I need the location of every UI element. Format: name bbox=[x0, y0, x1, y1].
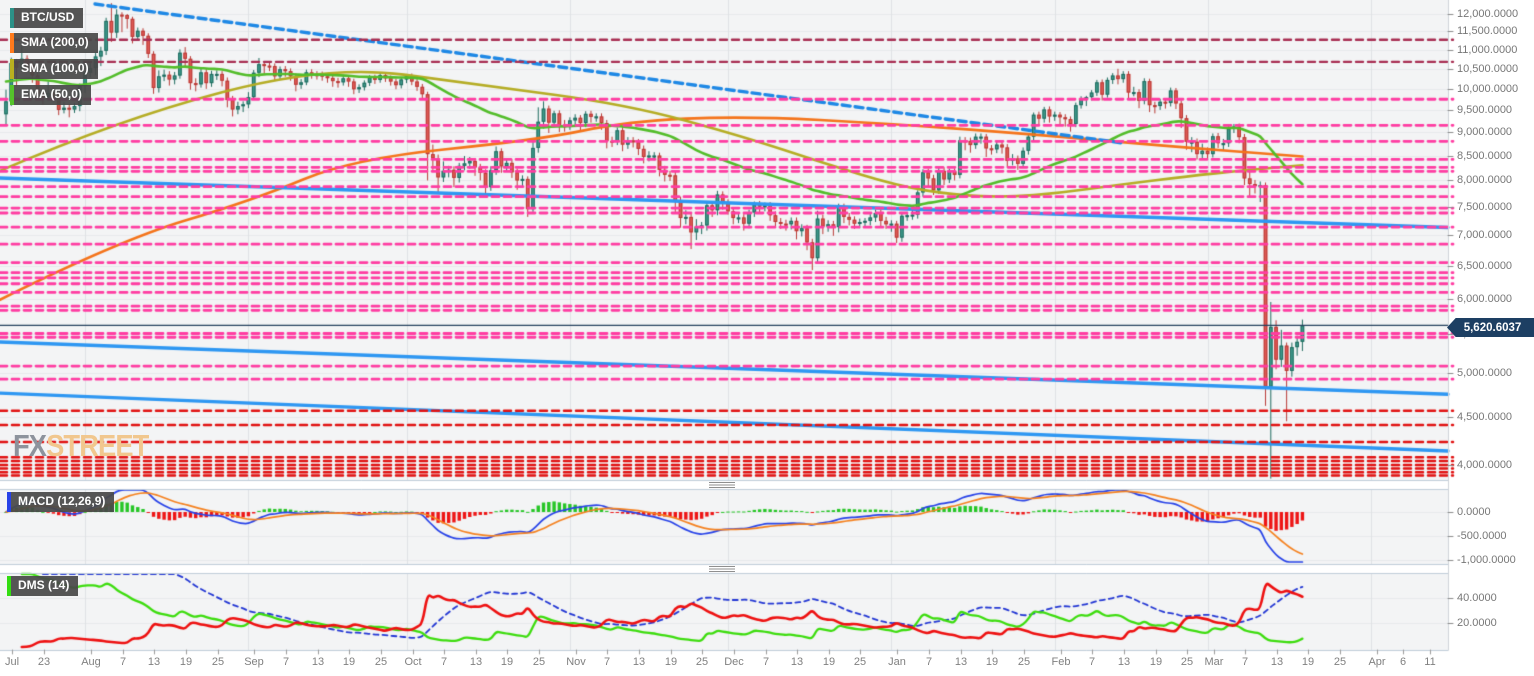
x-axis-tick-label: 25 bbox=[1017, 656, 1031, 668]
x-axis-tick-label: 13 bbox=[469, 656, 483, 668]
x-axis-tick-label: 25 bbox=[1333, 656, 1347, 668]
x-axis-tick-label: 7 bbox=[282, 656, 290, 668]
symbol-badge[interactable]: BTC/USD bbox=[10, 8, 84, 28]
x-axis-tick-label: 25 bbox=[1180, 656, 1194, 668]
x-axis-tick-label: 19 bbox=[985, 656, 999, 668]
x-axis-tick-label: 13 bbox=[632, 656, 646, 668]
x-axis-tick-label: 7 bbox=[762, 656, 770, 668]
x-axis-tick-label: 25 bbox=[532, 656, 546, 668]
dms-axis-tick-label: 40.0000 bbox=[1457, 592, 1497, 604]
x-axis-tick-label: 19 bbox=[179, 656, 193, 668]
x-axis-tick-label: 7 bbox=[1241, 656, 1249, 668]
macd-axis-tick-label: 0.0000 bbox=[1457, 506, 1491, 518]
x-axis-tick-label: 25 bbox=[211, 656, 225, 668]
panel-resize-handle-macd[interactable] bbox=[709, 482, 735, 488]
x-axis-tick-label: Nov bbox=[566, 656, 586, 668]
x-axis-tick-label: 19 bbox=[1301, 656, 1315, 668]
x-axis-tick-label: 13 bbox=[311, 656, 325, 668]
dms-axis-tick-label: 20.0000 bbox=[1457, 617, 1497, 629]
watermark-fx: FX bbox=[13, 428, 47, 463]
x-axis-tick-label: 19 bbox=[342, 656, 356, 668]
x-axis-tick-label: Jan bbox=[888, 656, 906, 668]
price-axis-tick-label: 4,000.0000 bbox=[1457, 459, 1513, 471]
x-axis-tick-label: 19 bbox=[664, 656, 678, 668]
price-axis-tick-label: 6,000.0000 bbox=[1457, 292, 1513, 305]
current-price-badge: 5,620.6037 bbox=[1447, 318, 1534, 337]
price-axis-tick-label: 7,000.0000 bbox=[1457, 229, 1513, 242]
watermark-street: STREET bbox=[46, 428, 149, 463]
price-axis-tick-label: 8,500.0000 bbox=[1457, 149, 1513, 162]
x-axis-tick-label: 7 bbox=[440, 656, 448, 668]
sma200-legend-badge[interactable]: SMA (200,0) bbox=[10, 33, 98, 53]
x-axis-tick-label: Dec bbox=[724, 656, 744, 668]
x-axis-tick-label: 13 bbox=[1270, 656, 1284, 668]
x-axis-tick-label: Mar bbox=[1204, 656, 1224, 668]
panel-resize-handle-dms[interactable] bbox=[709, 566, 735, 572]
price-axis-tick-label: 4,500.0000 bbox=[1457, 410, 1513, 423]
x-axis-tick-label: Jul bbox=[4, 656, 20, 668]
price-axis-tick-label: 10,000.0000 bbox=[1457, 82, 1519, 95]
x-axis-tick-label: 13 bbox=[1117, 656, 1131, 668]
price-axis-tick-label: 5,000.0000 bbox=[1457, 367, 1513, 380]
price-axis-tick-label: 12,000.0000 bbox=[1457, 8, 1519, 20]
x-axis-tick-label: 19 bbox=[1149, 656, 1163, 668]
x-axis-tick-label: 7 bbox=[119, 656, 127, 668]
fxstreet-watermark: FXSTREET bbox=[13, 428, 149, 464]
price-axis-tick-label: 9,000.0000 bbox=[1457, 126, 1513, 139]
x-axis-tick-label: 19 bbox=[500, 656, 514, 668]
price-axis-tick-label: 10,500.0000 bbox=[1457, 62, 1519, 75]
x-axis-tick-label: 13 bbox=[147, 656, 161, 668]
x-axis-tick-label: 23 bbox=[37, 656, 51, 668]
macd-axis-tick-label: -1,000.0000 bbox=[1457, 554, 1516, 566]
x-axis-tick-label: Feb bbox=[1051, 656, 1071, 668]
x-axis-tick-label: 11 bbox=[1424, 656, 1436, 668]
sma100-legend-badge[interactable]: SMA (100,0) bbox=[10, 59, 98, 79]
price-axis-tick-label: 6,500.0000 bbox=[1457, 259, 1513, 272]
x-axis-tick-label: Aug bbox=[81, 656, 101, 668]
x-axis-tick-label: 13 bbox=[790, 656, 804, 668]
macd-axis-tick-label: -500.0000 bbox=[1457, 530, 1507, 542]
x-axis-tick-label: 25 bbox=[853, 656, 867, 668]
x-axis-tick-label: 13 bbox=[954, 656, 968, 668]
price-axis-tick-label: 11,000.0000 bbox=[1457, 43, 1518, 56]
x-axis-tick-label: 7 bbox=[603, 656, 611, 668]
x-axis-tick-label: 25 bbox=[695, 656, 709, 668]
price-axis-tick-label: 11,500.0000 bbox=[1457, 25, 1518, 38]
x-axis-tick-label: 7 bbox=[925, 656, 933, 668]
x-axis-tick-label: Oct bbox=[404, 656, 422, 668]
price-axis-tick-label: 9,500.0000 bbox=[1457, 103, 1513, 116]
x-axis-tick-label: 7 bbox=[1088, 656, 1096, 668]
x-axis-tick-label: 19 bbox=[822, 656, 836, 668]
price-axis-tick-label: 7,500.0000 bbox=[1457, 200, 1513, 213]
x-axis-tick-label: Sep bbox=[244, 656, 264, 668]
price-axis-tick-label: 8,000.0000 bbox=[1457, 174, 1513, 187]
dms-legend-badge[interactable]: DMS (14) bbox=[7, 576, 79, 596]
macd-legend-badge[interactable]: MACD (12,26,9) bbox=[7, 492, 115, 512]
ema50-legend-badge[interactable]: EMA (50,0) bbox=[10, 85, 91, 105]
x-axis-tick-label: 25 bbox=[374, 656, 388, 668]
x-axis-tick-label: 6 bbox=[1399, 656, 1407, 668]
x-axis-tick-label: Apr bbox=[1368, 656, 1386, 668]
